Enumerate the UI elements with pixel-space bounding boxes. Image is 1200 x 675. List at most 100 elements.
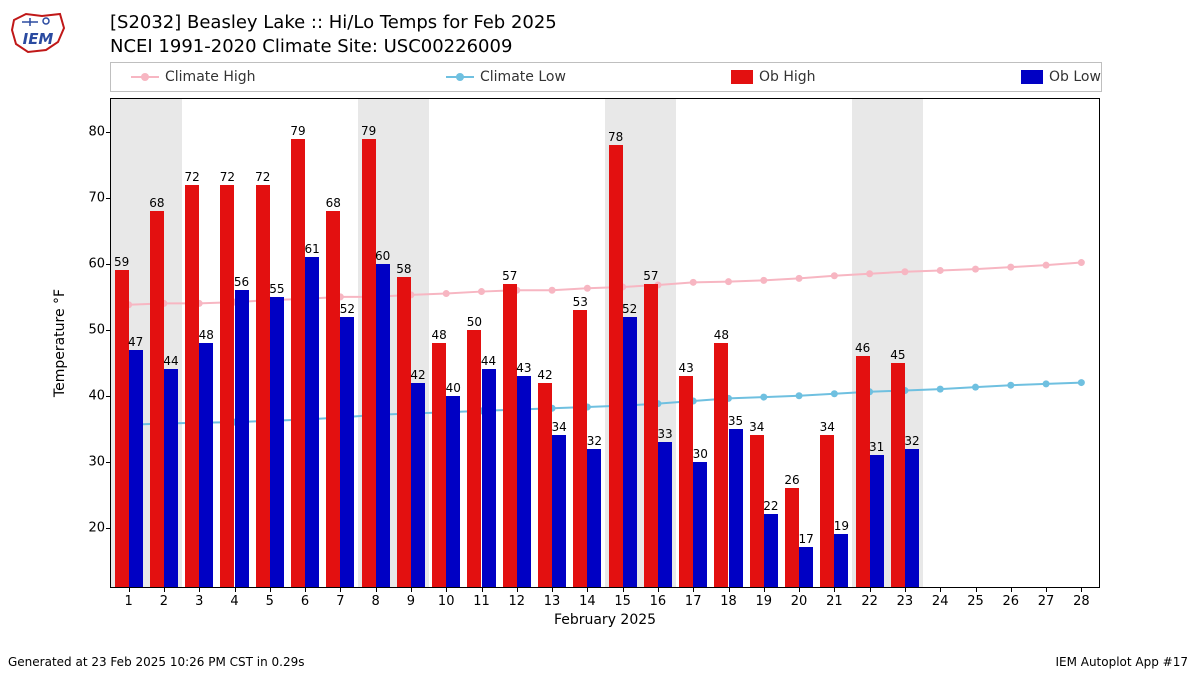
bar-ob-high <box>785 488 799 587</box>
bar-ob-high <box>538 383 552 587</box>
y-tick-mark <box>106 330 111 331</box>
x-tick-label: 12 <box>509 594 526 609</box>
line-climate-low-marker <box>1043 380 1050 387</box>
y-tick-label: 80 <box>77 124 105 139</box>
bar-ob-low-label: 55 <box>269 282 284 296</box>
x-tick-mark <box>905 587 906 592</box>
bar-ob-low <box>834 534 848 587</box>
bar-ob-high <box>326 211 340 587</box>
x-tick-mark <box>1046 587 1047 592</box>
bar-ob-high <box>820 435 834 587</box>
x-tick-mark <box>729 587 730 592</box>
x-tick-label: 6 <box>301 594 309 609</box>
bar-ob-high-label: 58 <box>396 262 411 276</box>
bar-ob-high-label: 48 <box>714 328 729 342</box>
bar-ob-low-label: 56 <box>234 275 249 289</box>
line-climate-high-marker <box>937 267 944 274</box>
legend-label: Ob High <box>759 69 816 85</box>
x-tick-label: 27 <box>1038 594 1055 609</box>
bar-ob-high <box>609 145 623 587</box>
x-tick-label: 4 <box>230 594 238 609</box>
x-tick-mark <box>587 587 588 592</box>
bar-ob-high-label: 34 <box>820 420 835 434</box>
bar-ob-low <box>729 429 743 587</box>
bar-ob-high-label: 48 <box>432 328 447 342</box>
y-tick-label: 70 <box>77 190 105 205</box>
bar-ob-low-label: 32 <box>904 434 919 448</box>
y-tick-mark <box>106 462 111 463</box>
y-tick-label: 30 <box>77 454 105 469</box>
footer-generated: Generated at 23 Feb 2025 10:26 PM CST in… <box>8 655 305 669</box>
bar-ob-high-label: 42 <box>537 368 552 382</box>
bar-ob-low-label: 30 <box>693 447 708 461</box>
bar-ob-high <box>714 343 728 587</box>
x-tick-label: 22 <box>861 594 878 609</box>
bar-ob-low-label: 44 <box>163 354 178 368</box>
bar-ob-low-label: 22 <box>763 499 778 513</box>
bar-ob-low <box>129 350 143 587</box>
line-climate-high-marker <box>549 287 556 294</box>
bar-ob-low-label: 61 <box>304 242 319 256</box>
x-tick-mark <box>1081 587 1082 592</box>
line-climate-low-marker <box>972 384 979 391</box>
bar-ob-low <box>199 343 213 587</box>
line-climate-high-marker <box>584 285 591 292</box>
bar-ob-high-label: 72 <box>185 170 200 184</box>
chart-container: IEM [S2032] Beasley Lake :: Hi/Lo Temps … <box>0 0 1200 675</box>
x-tick-mark <box>976 587 977 592</box>
x-axis-label: February 2025 <box>554 612 656 628</box>
bar-ob-high-label: 50 <box>467 315 482 329</box>
x-tick-label: 20 <box>791 594 808 609</box>
line-climate-high-marker <box>831 272 838 279</box>
bar-ob-low-label: 19 <box>834 519 849 533</box>
bar-ob-low <box>411 383 425 587</box>
bar-ob-low-label: 48 <box>199 328 214 342</box>
bar-ob-low-label: 33 <box>657 427 672 441</box>
bar-ob-high <box>291 139 305 587</box>
x-tick-label: 28 <box>1073 594 1090 609</box>
x-tick-mark <box>446 587 447 592</box>
y-tick-mark <box>106 528 111 529</box>
chart-subtitle: NCEI 1991-2020 Climate Site: USC00226009 <box>110 36 512 57</box>
x-tick-label: 25 <box>967 594 984 609</box>
iem-logo-svg: IEM <box>8 8 68 56</box>
bar-ob-low <box>587 449 601 587</box>
x-tick-label: 5 <box>266 594 274 609</box>
line-climate-high-marker <box>866 270 873 277</box>
bar-ob-high <box>856 356 870 587</box>
line-climate-low-marker <box>831 390 838 397</box>
x-tick-mark <box>693 587 694 592</box>
bar-ob-low <box>376 264 390 587</box>
bar-ob-low-label: 43 <box>516 361 531 375</box>
bar-ob-low-label: 52 <box>622 302 637 316</box>
legend: Climate High Climate Low Ob High Ob Low <box>110 62 1102 92</box>
bar-ob-low <box>693 462 707 587</box>
line-climate-low-marker <box>937 386 944 393</box>
bar-ob-low-label: 17 <box>798 532 813 546</box>
line-climate-high-marker <box>443 290 450 297</box>
bar-ob-low <box>658 442 672 587</box>
x-tick-mark <box>658 587 659 592</box>
bar-ob-low-label: 40 <box>446 381 461 395</box>
bar-ob-high-label: 57 <box>502 269 517 283</box>
bar-ob-high <box>397 277 411 587</box>
x-tick-label: 21 <box>826 594 843 609</box>
bar-ob-low <box>905 449 919 587</box>
bar-ob-high-label: 59 <box>114 255 129 269</box>
bar-ob-low-label: 60 <box>375 249 390 263</box>
x-tick-label: 8 <box>372 594 380 609</box>
bar-ob-low-label: 31 <box>869 440 884 454</box>
line-climate-high-marker <box>760 277 767 284</box>
bar-ob-low <box>764 514 778 587</box>
bar-ob-high-label: 45 <box>890 348 905 362</box>
x-tick-label: 9 <box>407 594 415 609</box>
bar-ob-low <box>623 317 637 587</box>
bar-ob-low-label: 52 <box>340 302 355 316</box>
x-tick-mark <box>940 587 941 592</box>
x-tick-label: 23 <box>897 594 914 609</box>
x-tick-label: 1 <box>125 594 133 609</box>
line-climate-high-marker <box>796 275 803 282</box>
x-tick-mark <box>305 587 306 592</box>
bar-ob-high-label: 72 <box>255 170 270 184</box>
legend-label: Ob Low <box>1049 69 1101 85</box>
